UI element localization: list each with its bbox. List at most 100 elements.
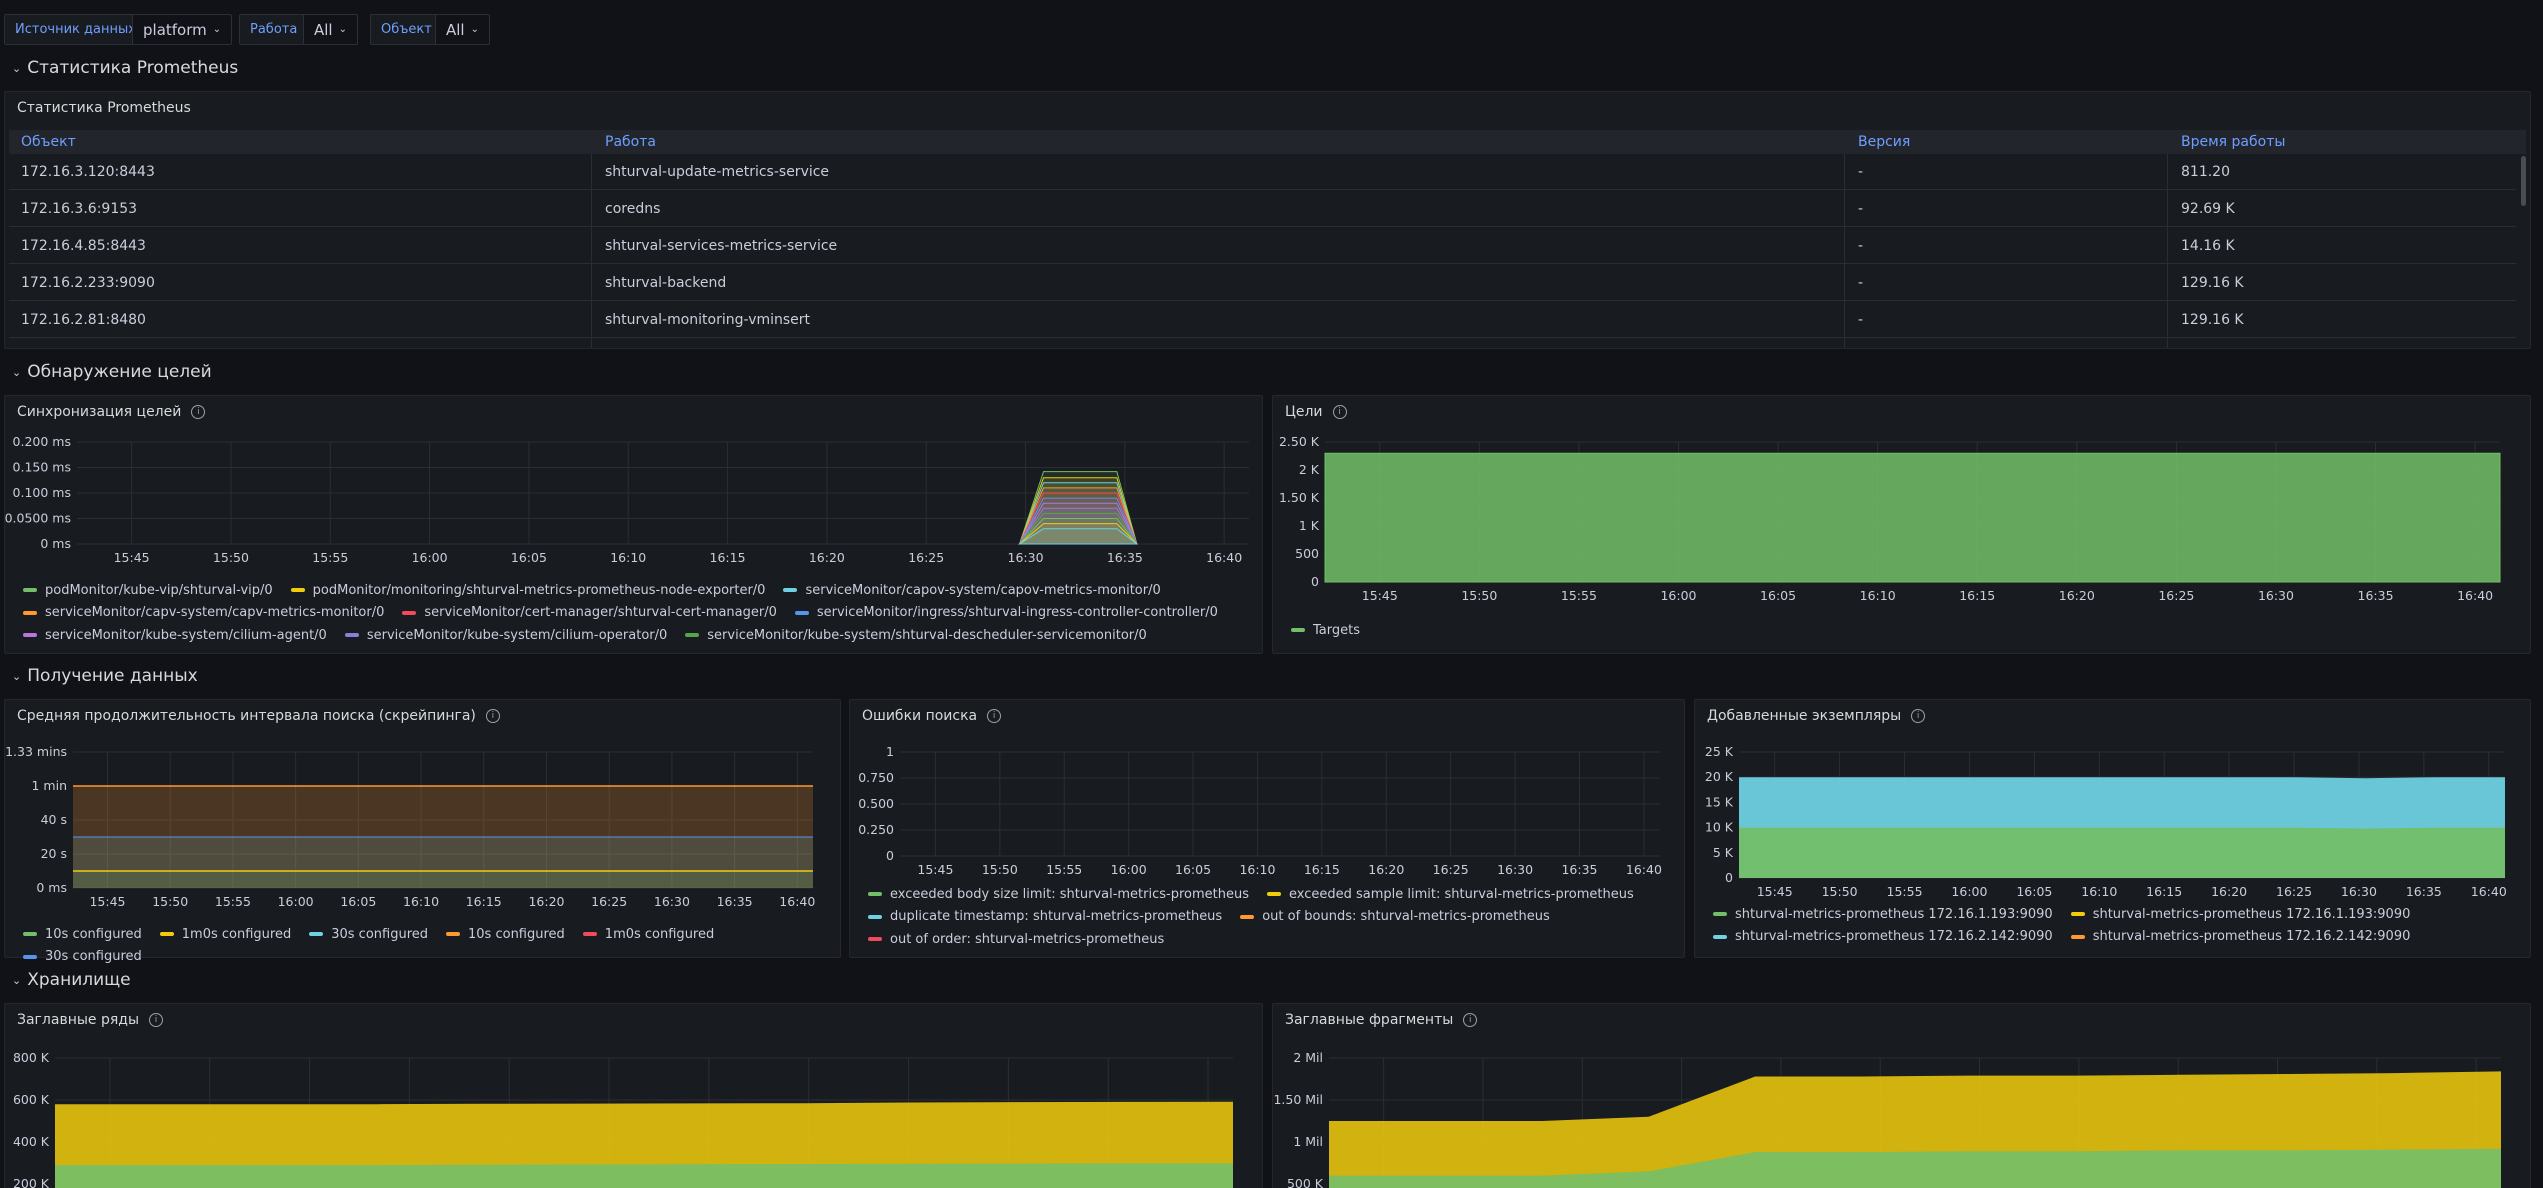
x-tick-label: 16:10 (1239, 862, 1275, 876)
legend-item[interactable]: serviceMonitor/kube-system/shturval-desc… (685, 625, 1147, 646)
column-header-uptime[interactable]: Время работы (2181, 134, 2286, 150)
appended-samples-panel: Добавленные экземпляры i 25 K 20 K 15 K 10 K… (1694, 699, 2531, 958)
instance-select[interactable]: All ⌄ (435, 14, 490, 45)
legend-swatch (23, 610, 37, 615)
legend-item[interactable]: out of order: shturval-metrics-prometheu… (868, 929, 1164, 950)
legend-label: serviceMonitor/capov-system/capov-metric… (805, 582, 1161, 598)
info-icon[interactable]: i (1463, 1013, 1478, 1027)
panel-title: Цели i (1285, 404, 1347, 420)
info-icon[interactable]: i (1332, 405, 1347, 419)
legend-item[interactable]: exceeded sample limit: shturval-metrics-… (1267, 884, 1634, 905)
legend-item[interactable]: podMonitor/monitoring/shturval-metrics-p… (290, 580, 765, 601)
datasource-select[interactable]: platform ⌄ (132, 14, 233, 45)
row-target-discovery[interactable]: ⌄ Обнаружение целей (12, 362, 212, 382)
series-area-green (1739, 827, 2505, 878)
legend-item[interactable]: 30s configured (309, 924, 428, 945)
x-tick-label: 16:15 (710, 550, 746, 565)
panel-title-text: Добавленные экземпляры (1707, 708, 1902, 724)
y-tick-label: 0 (1311, 574, 1319, 589)
legend-label: shturval-metrics-prometheus 172.16.2.142… (1735, 929, 2053, 944)
legend-swatch (1267, 892, 1281, 896)
panel-title: Заглавные фрагменты i (1285, 1012, 1478, 1028)
y-tick-label: 500 K (1287, 1176, 1324, 1188)
x-tick-label: 16:00 (1111, 862, 1147, 876)
legend-item[interactable]: serviceMonitor/kube-system/cilium-operat… (344, 625, 668, 646)
legend-item[interactable]: exceeded body size limit: shturval-metri… (868, 884, 1249, 905)
x-tick-label: 15:50 (982, 862, 1018, 876)
row-storage[interactable]: ⌄ Хранилище (12, 970, 131, 990)
legend-swatch (794, 610, 809, 615)
info-icon[interactable]: i (1911, 709, 1926, 723)
x-tick-label: 16:20 (2059, 588, 2095, 603)
column-header-instance[interactable]: Объект (21, 134, 76, 150)
info-icon[interactable]: i (191, 405, 206, 419)
chevron-down-icon: ⌄ (12, 61, 22, 75)
info-icon[interactable]: i (987, 709, 1002, 723)
legend-item[interactable]: shturval-metrics-prometheus 172.16.2.142… (1713, 926, 2053, 947)
legend-item[interactable]: out of bounds: shturval-metrics-promethe… (1240, 906, 1550, 927)
y-tick-label: 1 Mil (1293, 1134, 1323, 1149)
column-header-version[interactable]: Версия (1858, 134, 1911, 150)
legend-item[interactable]: podMonitor/kube-vip/shturval-vip/0 (23, 580, 273, 601)
panel-title: Заглавные ряды i (17, 1012, 164, 1028)
legend-item[interactable]: 1m0s configured (159, 924, 291, 945)
legend-item[interactable]: shturval-metrics-prometheus 172.16.2.142… (2070, 926, 2410, 947)
panel-title-text: Заглавные фрагменты (1285, 1012, 1454, 1028)
panel-title: Средняя продолжительность интервала поис… (17, 708, 500, 724)
instance-value: All (446, 20, 465, 39)
x-tick-label: 16:40 (779, 894, 815, 909)
legend-label: shturval-metrics-prometheus 172.16.1.193… (2092, 906, 2411, 922)
info-icon[interactable]: i (149, 1013, 164, 1027)
y-tick-label: 1.50 Mil (1273, 1092, 1323, 1107)
legend-item[interactable]: shturval-metrics-prometheus 172.16.1.193… (1713, 904, 2053, 925)
y-tick-label: 1.50 K (1279, 490, 1320, 505)
head-chunks-chart: 2 Mil 1.50 Mil 1 Mil 500 K (1273, 1050, 2501, 1188)
head-chunks-panel: Заглавные фрагменты i 2 Mil 1.50 Mil 1 Mil 5… (1272, 1003, 2531, 1188)
legend-item[interactable]: 10s configured (446, 924, 565, 945)
table-scrollbar[interactable] (2521, 156, 2526, 206)
stats-table-panel: Статистика Prometheus Объект Работа Верс… (4, 91, 2531, 349)
job-label: Работа (239, 14, 309, 45)
table-cell: shturval-services-metrics-service (605, 238, 838, 254)
x-tick-label: 15:55 (1561, 588, 1597, 603)
legend-item[interactable]: Targets (1291, 620, 1360, 641)
legend-label: serviceMonitor/kube-system/cilium-operat… (366, 627, 668, 643)
x-tick-label: 16:20 (528, 894, 564, 909)
y-tick-label: 0 ms (36, 880, 67, 895)
legend-item[interactable]: 30s configured (23, 946, 142, 967)
chevron-down-icon: ⌄ (12, 973, 22, 987)
info-icon[interactable]: i (485, 709, 500, 723)
x-tick-label: 16:05 (1175, 862, 1211, 876)
legend-label: 10s configured (45, 926, 142, 942)
x-tick-label: 16:30 (654, 894, 690, 909)
legend-item[interactable]: duplicate timestamp: shturval-metrics-pr… (868, 906, 1222, 927)
legend-item[interactable]: serviceMonitor/capov-system/capov-metric… (783, 580, 1161, 601)
legend-label: 30s configured (331, 926, 429, 942)
x-tick-label: 16:40 (1626, 862, 1662, 876)
legend-label: out of bounds: shturval-metrics-promethe… (1262, 909, 1550, 924)
y-tick-label: 5 K (1713, 845, 1734, 860)
legend-item[interactable]: serviceMonitor/cert-manager/shturval-cer… (402, 602, 777, 623)
legend-item[interactable]: serviceMonitor/ingress/shturval-ingress-… (794, 602, 1218, 623)
y-tick-label: 1 K (1299, 518, 1320, 533)
legend-item[interactable]: shturval-metrics-prometheus 172.16.1.193… (2070, 904, 2411, 925)
x-tick-label: 16:40 (2457, 588, 2493, 603)
legend-swatch (783, 588, 798, 592)
table-cell: 172.16.4.85:8443 (21, 238, 146, 254)
row-data-retrieval[interactable]: ⌄ Получение данных (12, 666, 198, 686)
y-tick-label: 10 K (1705, 820, 1734, 835)
job-select[interactable]: All ⌄ (303, 14, 358, 45)
legend-swatch (868, 892, 882, 896)
x-tick-label: 16:20 (1368, 862, 1404, 876)
table-cell: shturval-update-metrics-service (605, 164, 830, 180)
legend-label: podMonitor/kube-vip/shturval-vip/0 (45, 582, 273, 598)
row-prometheus-stats[interactable]: ⌄ Статистика Prometheus (12, 58, 238, 78)
legend-item[interactable]: serviceMonitor/kube-system/cilium-agent/… (23, 625, 327, 646)
legend-swatch (868, 937, 882, 941)
legend-item[interactable]: serviceMonitor/capv-system/capv-metrics-… (23, 602, 384, 623)
chart-legend: podMonitor/kube-vip/shturval-vip/0 podMon… (23, 578, 1253, 646)
legend-swatch (1291, 628, 1305, 632)
legend-item[interactable]: 10s configured (23, 924, 142, 945)
legend-item[interactable]: 1m0s configured (582, 924, 714, 945)
column-header-job[interactable]: Работа (605, 134, 656, 150)
